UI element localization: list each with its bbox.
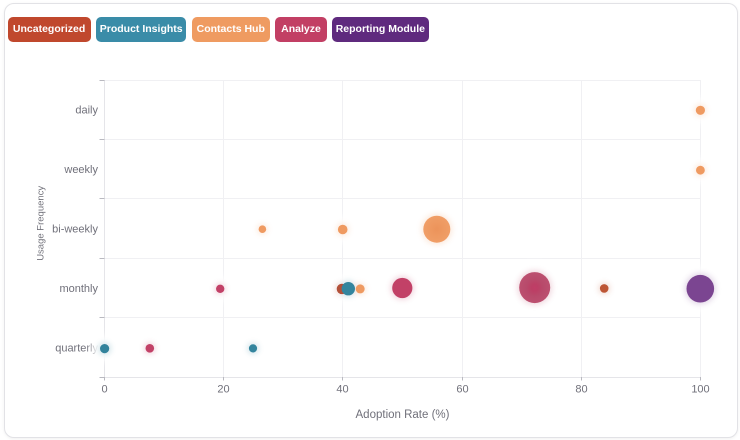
svg-text:Adoption Rate (%): Adoption Rate (%) — [356, 409, 450, 421]
svg-text:80: 80 — [575, 384, 587, 396]
svg-text:weekly: weekly — [63, 164, 98, 176]
svg-text:monthly: monthly — [59, 283, 98, 295]
svg-text:Usage Frequency: Usage Frequency — [36, 186, 47, 261]
svg-text:daily: daily — [75, 105, 98, 117]
svg-text:20: 20 — [217, 384, 229, 396]
svg-text:40: 40 — [336, 384, 348, 396]
svg-text:0: 0 — [101, 384, 107, 396]
svg-text:quarterly: quarterly — [55, 342, 98, 354]
svg-text:100: 100 — [691, 384, 709, 396]
svg-text:bi-weekly: bi-weekly — [52, 224, 98, 236]
svg-text:60: 60 — [456, 384, 468, 396]
